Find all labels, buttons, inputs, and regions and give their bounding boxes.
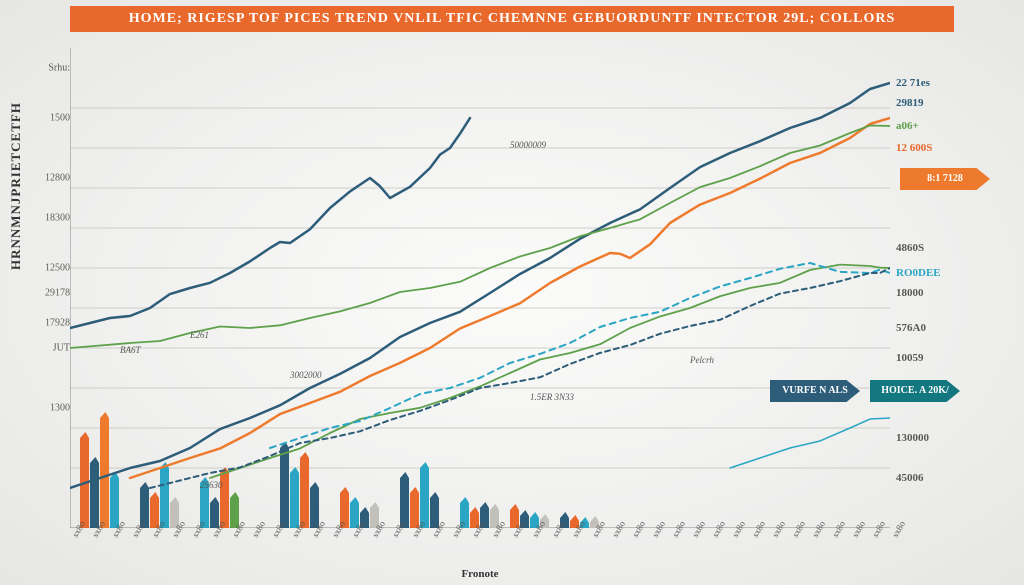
y-right-tick: 4860S: [896, 242, 924, 254]
y-left-title: HRNNMNJPRIETCETFH: [8, 102, 24, 270]
y-right-tick: a06+: [896, 120, 919, 132]
y-left-tick: 12800: [45, 173, 70, 184]
y-right-tick: 130000: [896, 432, 929, 444]
x-axis-label: Fronote: [70, 568, 890, 580]
chart-title: HOME; RIGESP TOF PICES TREND VNLIL TFIC …: [70, 6, 954, 32]
series-label: E261: [189, 330, 209, 340]
callout-badge: 8:1 7128: [900, 168, 990, 190]
bar: [400, 472, 409, 528]
y-left-tick: Srhu:: [48, 63, 70, 74]
y-left-tick: 12500: [45, 263, 70, 274]
y-right-tick: 18000: [896, 287, 924, 299]
y-right-tick: 10059: [896, 352, 924, 364]
inline-label: BA6T: [120, 345, 141, 355]
bar: [80, 432, 89, 528]
x-tick: sx8o: [890, 519, 907, 539]
series-label: 50000009: [510, 140, 547, 150]
bar: [300, 452, 309, 528]
callout-badge: VURFE N ALS: [770, 380, 860, 402]
x-axis: Fronote sx8osx8osx8osx8osx8osx8osx8osx8o…: [70, 530, 890, 580]
bar: [420, 462, 429, 528]
y-left-tick: 1500: [50, 113, 70, 124]
series-navy-upper: [70, 118, 470, 328]
y-right-tick: RO0DEE: [896, 267, 941, 279]
series-label: 3002000: [289, 370, 322, 380]
y-left-tick: 1300: [50, 403, 70, 414]
inline-label: 25630: [200, 480, 223, 490]
bar: [160, 462, 169, 528]
y-right-tick: 29819: [896, 97, 924, 109]
chart-plot: 50000009 3002000 E261 1.5ER 3N33 BA6T 25630 Pe…: [70, 48, 890, 528]
y-right-tick: 22 71es: [896, 77, 930, 89]
series-accent-arrow: [730, 418, 890, 468]
callout-badge: HOICE. A 20K/: [870, 380, 960, 402]
inline-label: Pelcrh: [689, 355, 714, 365]
y-right-tick: 576A0: [896, 322, 926, 334]
bar: [220, 467, 229, 528]
bar: [100, 412, 109, 528]
bar: [90, 457, 99, 528]
y-left-tick: 17928: [45, 318, 70, 329]
y-right-axis: 22 71es 29819 a06+ 12 600S 4860S RO0DEE 18000 5…: [896, 48, 1016, 528]
series-green-top: [70, 126, 890, 348]
y-left-axis: Srhu: 1500 12800 18300 12500 29178 17928 JUT 130…: [40, 48, 70, 528]
y-right-tick: 12 600S: [896, 142, 932, 154]
y-left-tick: 29178: [45, 288, 70, 299]
series-navy-dashed: [150, 268, 890, 488]
series-label: 1.5ER 3N33: [530, 392, 574, 402]
series-orange-main: [130, 118, 890, 478]
y-left-tick: 18300: [45, 213, 70, 224]
y-right-tick: 45006: [896, 472, 924, 484]
y-left-tick: JUT: [53, 343, 70, 354]
